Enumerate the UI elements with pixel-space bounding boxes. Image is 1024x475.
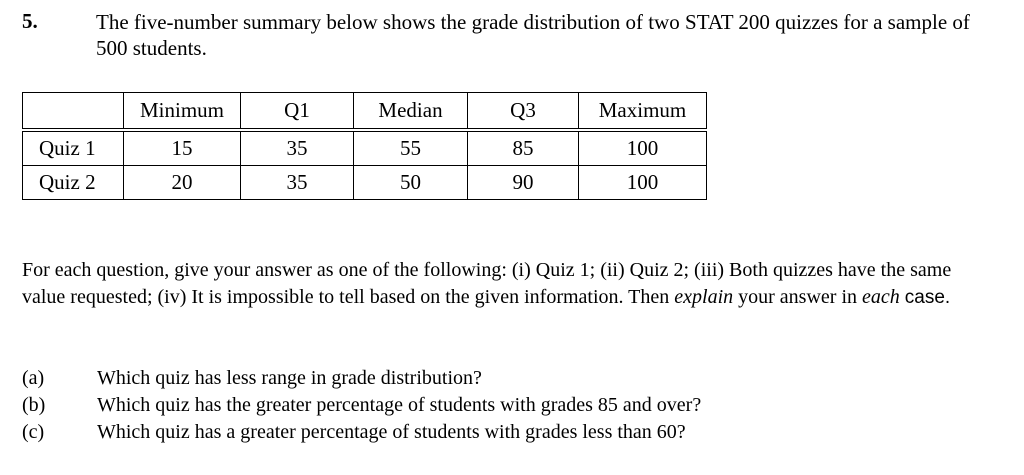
item: (a) Which quiz has less range in grade di…	[22, 365, 701, 392]
cell: 100	[578, 165, 707, 200]
question-number: 5.	[22, 9, 38, 33]
cell: 20	[123, 165, 241, 200]
cell: 100	[578, 129, 707, 166]
item-text: Which quiz has a greater percentage of s…	[97, 421, 686, 443]
emphasis: each	[862, 286, 900, 308]
table-row: Quiz 2 20 35 50 90 100	[22, 165, 707, 200]
instructions: For each question, give your answer as o…	[22, 257, 982, 311]
item: (b) Which quiz has the greater percentage…	[22, 392, 701, 419]
text: For each question, give your answer as o…	[22, 259, 952, 308]
header-row: Minimum Q1 Median Q3 Maximum	[22, 92, 707, 132]
item-text: Which quiz has less range in grade distr…	[97, 367, 482, 389]
item-label: (c)	[22, 421, 45, 443]
text: your answer in	[738, 286, 857, 308]
header-cell: Maximum	[578, 92, 707, 132]
cell: 55	[353, 129, 468, 166]
item: (c) Which quiz has a greater percentage o…	[22, 419, 701, 446]
item-text: Which quiz has the greater percentage of…	[97, 394, 702, 416]
cell: 50	[353, 165, 468, 200]
header-cell: Q1	[240, 92, 354, 132]
table-row: Quiz 1 15 35 55 85 100	[22, 129, 707, 166]
row-label: Quiz 1	[22, 129, 124, 166]
cell: 35	[240, 165, 354, 200]
row-label: Quiz 2	[22, 165, 124, 200]
question-text: The five-number summary below shows the …	[96, 10, 970, 60]
header-cell: Median	[353, 92, 468, 132]
cell: 35	[240, 129, 354, 166]
corner-cell	[22, 92, 124, 132]
cell: 85	[467, 129, 579, 166]
cell: 90	[467, 165, 579, 200]
items: (a) Which quiz has less range in grade di…	[22, 365, 701, 446]
summary-table: Minimum Q1 Median Q3 Maximum Quiz 1 15 3…	[22, 92, 707, 200]
header-cell: Minimum	[123, 92, 241, 132]
emphasis: explain	[674, 286, 734, 308]
text: case.	[904, 287, 951, 308]
item-label: (b)	[22, 394, 46, 416]
header-cell: Q3	[467, 92, 579, 132]
item-label: (a)	[22, 367, 45, 389]
cell: 15	[123, 129, 241, 166]
